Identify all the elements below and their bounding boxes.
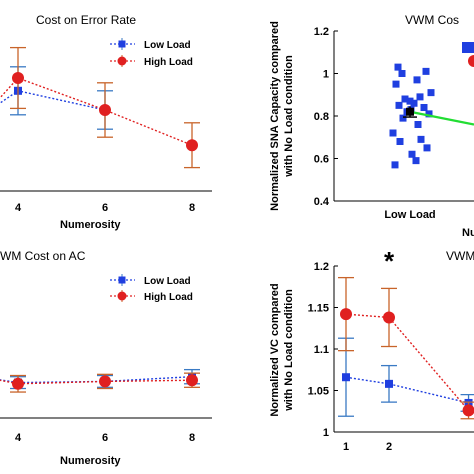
scatter-point [416, 93, 424, 101]
data-point-high [340, 308, 352, 321]
y-ticks: 0.4 0.6 0.8 1 1.2 [314, 26, 338, 208]
scatter-point [406, 97, 414, 105]
data-point-high [383, 311, 395, 324]
significance-star: * [384, 246, 395, 276]
scatter-point [410, 99, 418, 107]
series-line-high [0, 379, 193, 385]
data-point-high [186, 374, 198, 387]
x-axis-label: Numerosity [60, 455, 121, 467]
y-tick-label: 0.8 [314, 111, 329, 123]
data-point-high [12, 377, 24, 390]
legend-label-low: Low Load [144, 40, 191, 51]
panel-error-rate: Cost on Error Rate 4 6 8 Numerosity Low … [0, 13, 212, 231]
scatter-point [425, 110, 433, 118]
legend-marker-low [118, 40, 126, 48]
series-line-high [345, 313, 470, 411]
data-point-high [99, 104, 111, 116]
y-tick-label: 1.05 [308, 386, 329, 398]
panel-title-ac: WM Cost on AC [0, 249, 86, 263]
scatter-point [398, 70, 406, 77]
scatter-point [420, 104, 428, 111]
y-axis-label-line2: with No Load condition [283, 289, 295, 412]
x-tick-label: 8 [189, 432, 195, 444]
panel-title-vc: VWM [446, 249, 474, 263]
panel-ac: WM Cost on AC 4 6 8 Numerosity Low Load … [0, 249, 212, 467]
y-tick-label: 1 [323, 427, 329, 439]
scatter-point [394, 63, 402, 71]
y-ticks: 1 1.05 1.1 1.15 1.2 [308, 261, 338, 439]
plot-area [338, 276, 474, 420]
mean-marker [406, 107, 414, 116]
trend-line [409, 110, 474, 126]
data-point-low [342, 373, 350, 382]
scatter-point [417, 135, 425, 143]
x-tick-label: 6 [102, 432, 108, 444]
legend-marker-low [118, 276, 126, 284]
legend-marker-high [468, 55, 474, 67]
y-tick-label: 1 [323, 69, 329, 81]
y-axis-label: Normalized SNA Capacity compared with No… [269, 21, 295, 211]
data-point-high [12, 72, 24, 84]
x-tick-label: 1 [343, 441, 349, 453]
scatter-point [427, 89, 435, 97]
y-tick-label: 0.4 [314, 196, 330, 208]
scatter-point [408, 150, 416, 158]
y-tick-label: 1.1 [314, 344, 329, 356]
data-point-high [99, 375, 111, 388]
plot-area [0, 368, 200, 393]
data-point-high [186, 139, 198, 152]
panel-title-error-rate: Cost on Error Rate [36, 13, 136, 27]
x-tick-label: 2 [386, 441, 392, 453]
y-axis-label-line1: Normalized SNA Capacity compared [269, 21, 281, 211]
scatter-point [395, 101, 403, 109]
x-tick-label: 6 [102, 202, 108, 214]
scatter-point [392, 80, 400, 88]
scatter-point [423, 144, 431, 152]
plot-area [389, 63, 474, 169]
x-category-label: Low Load [384, 209, 435, 221]
y-axis-label: Normalized VC compared with No Load cond… [269, 283, 295, 416]
series-line-high [0, 77, 193, 146]
y-tick-label: 1.2 [314, 261, 329, 273]
data-point-low [385, 379, 393, 388]
scatter-point [412, 157, 420, 165]
panel-title-sna: VWM Cos [405, 13, 459, 27]
y-axis-label-line2: with No Load condition [283, 55, 295, 178]
x-axis-label: Nu [462, 227, 474, 239]
scatter-point [396, 138, 404, 145]
series-line-low [345, 376, 469, 404]
legend-marker-high [117, 56, 127, 66]
legend-label-high: High Load [144, 292, 193, 303]
legend-label-low: Low Load [144, 276, 191, 287]
y-tick-label: 0.6 [314, 154, 329, 166]
legend-marker-high [117, 291, 127, 301]
series-line-low [0, 376, 193, 384]
y-tick-label: 1.2 [314, 26, 329, 38]
scatter-point [422, 67, 430, 75]
legend-marker-low [462, 42, 474, 53]
x-axis-label: Numerosity [60, 219, 121, 231]
scatter-point [413, 76, 421, 84]
plot-area [0, 46, 200, 169]
x-tick-label: 4 [15, 432, 22, 444]
scatter-point [399, 114, 407, 122]
y-tick-label: 1.15 [308, 303, 329, 315]
legend-label-high: High Load [144, 57, 193, 68]
y-axis-label-line1: Normalized VC compared [269, 283, 281, 416]
scatter-point [389, 129, 397, 137]
legend: Low Load High Load [110, 38, 193, 68]
scatter-point [401, 95, 409, 103]
panel-sna-capacity: VWM Cos 0.4 0.6 0.8 1 1.2 Normalized SNA Cap… [269, 13, 474, 239]
data-point-high [462, 404, 474, 417]
scatter-point [391, 161, 399, 169]
scatter-point [414, 121, 422, 128]
x-tick-label: 8 [189, 202, 195, 214]
legend: Low Load High Load [110, 274, 193, 303]
x-tick-label: 4 [15, 202, 22, 214]
